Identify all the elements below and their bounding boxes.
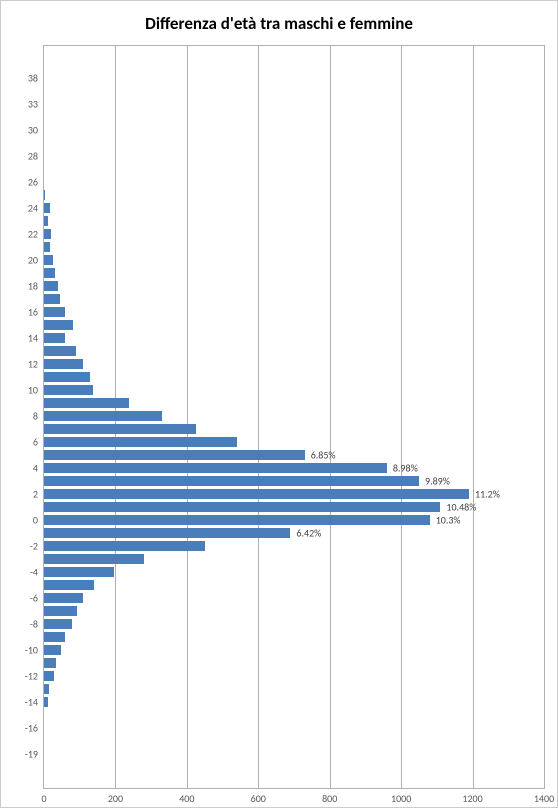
- bar: [44, 424, 196, 434]
- bar: [44, 645, 61, 655]
- bar: [44, 385, 93, 395]
- data-label: 11.2%: [475, 487, 500, 500]
- bar: [44, 567, 114, 577]
- gridline: [258, 46, 259, 788]
- data-label: 6.42%: [296, 526, 321, 539]
- x-tick-label: 400: [179, 792, 194, 805]
- y-tick-label: -12: [25, 669, 38, 682]
- y-tick-label: 6: [33, 435, 38, 448]
- bar: [44, 242, 50, 252]
- y-tick-label: 8: [33, 409, 38, 422]
- bar: [44, 580, 94, 590]
- y-tick-label: 12: [28, 357, 38, 370]
- y-tick-label: -14: [25, 695, 38, 708]
- y-tick-label: 26: [28, 175, 38, 188]
- data-label: 6.85%: [311, 448, 336, 461]
- y-tick-label: 38: [28, 71, 38, 84]
- bar: [44, 281, 58, 291]
- bar: [44, 515, 430, 525]
- y-tick-label: 20: [28, 253, 38, 266]
- bar: [44, 268, 55, 278]
- x-tick-label: 1000: [391, 792, 411, 805]
- y-tick-label: 22: [28, 227, 38, 240]
- bar: [44, 320, 73, 330]
- chart-title: Differenza d'età tra maschi e femmine: [1, 13, 557, 34]
- y-tick-label: 28: [28, 149, 38, 162]
- data-label: 8.98%: [393, 461, 418, 474]
- bar: [44, 502, 440, 512]
- chart-container: Differenza d'età tra maschi e femmine 02…: [0, 0, 558, 808]
- data-label: 10.3%: [436, 513, 461, 526]
- y-tick-label: 2: [33, 487, 38, 500]
- y-tick-label: 24: [28, 201, 38, 214]
- bar: [44, 190, 45, 200]
- bar: [44, 359, 83, 369]
- bar: [44, 632, 65, 642]
- y-tick-label: 16: [28, 305, 38, 318]
- y-tick-label: -2: [30, 539, 38, 552]
- bar: [44, 255, 53, 265]
- y-tick-label: 30: [28, 123, 38, 136]
- y-tick-label: 14: [28, 331, 38, 344]
- bar: [44, 450, 305, 460]
- y-tick-label: -6: [30, 591, 38, 604]
- bar: [44, 463, 387, 473]
- plot-area: 0200400600800100012001400383330282624222…: [43, 45, 545, 789]
- bar: [44, 346, 76, 356]
- bar: [44, 203, 50, 213]
- gridline: [401, 46, 402, 788]
- x-tick-label: 0: [41, 792, 46, 805]
- x-tick-label: 800: [322, 792, 337, 805]
- bar: [44, 671, 54, 681]
- bar: [44, 528, 290, 538]
- y-tick-label: 4: [33, 461, 38, 474]
- bar: [44, 411, 162, 421]
- bar: [44, 398, 129, 408]
- bar: [44, 307, 65, 317]
- bar: [44, 294, 60, 304]
- bar: [44, 554, 144, 564]
- x-tick-label: 1200: [462, 792, 482, 805]
- bar: [44, 489, 469, 499]
- x-tick-label: 600: [251, 792, 266, 805]
- y-tick-label: 0: [33, 513, 38, 526]
- bar: [44, 541, 205, 551]
- bar: [44, 593, 83, 603]
- bar: [44, 606, 77, 616]
- y-tick-label: 33: [28, 97, 38, 110]
- bar: [44, 658, 56, 668]
- data-label: 10.48%: [446, 500, 476, 513]
- bar: [44, 333, 65, 343]
- y-tick-label: -19: [25, 747, 38, 760]
- bar: [44, 476, 419, 486]
- gridline: [473, 46, 474, 788]
- bar: [44, 697, 48, 707]
- bar: [44, 619, 72, 629]
- bar: [44, 229, 51, 239]
- x-tick-label: 200: [108, 792, 123, 805]
- bar: [44, 684, 49, 694]
- y-tick-label: 10: [28, 383, 38, 396]
- bar: [44, 437, 237, 447]
- bar: [44, 216, 48, 226]
- bar: [44, 372, 90, 382]
- y-tick-label: -16: [25, 721, 38, 734]
- gridline: [330, 46, 331, 788]
- y-tick-label: -8: [30, 617, 38, 630]
- y-tick-label: 18: [28, 279, 38, 292]
- data-label: 9.89%: [425, 474, 450, 487]
- y-tick-label: -4: [30, 565, 38, 578]
- y-tick-label: -10: [25, 643, 38, 656]
- x-tick-label: 1400: [534, 792, 554, 805]
- gridline: [187, 46, 188, 788]
